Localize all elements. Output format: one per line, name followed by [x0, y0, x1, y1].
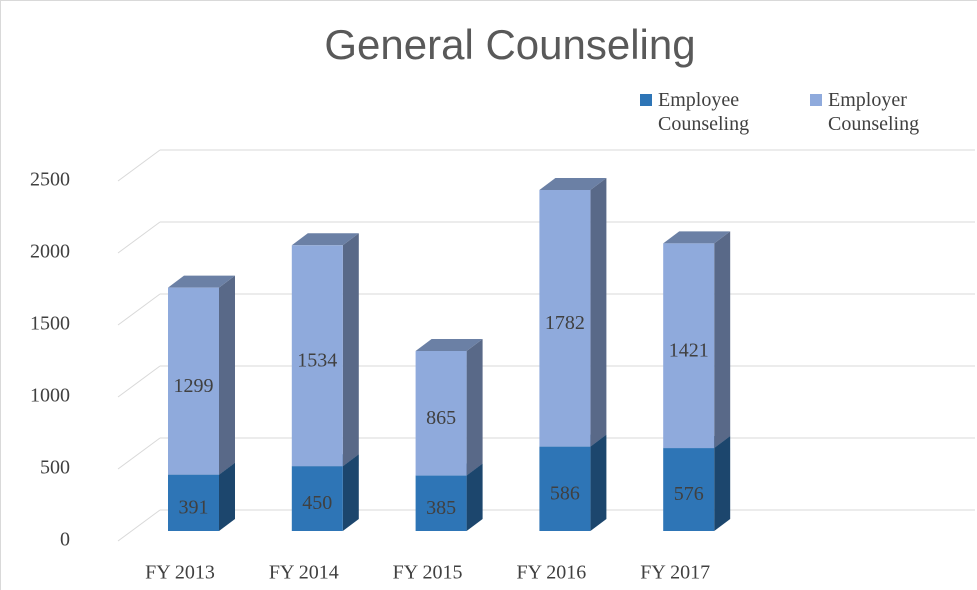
bar-side [466, 463, 483, 531]
bar [168, 287, 219, 475]
bar-top [539, 178, 607, 191]
bar-top [663, 231, 731, 244]
legend: Employee Counseling Employer Counseling [640, 88, 970, 136]
x-tick-label: FY 2015 [393, 562, 463, 584]
data-label: 1534 [297, 349, 337, 371]
bar-side [590, 178, 607, 447]
bar-side [466, 339, 483, 476]
data-label: 1299 [174, 375, 214, 397]
chart-title: General Counseling [324, 21, 695, 68]
legend-label: Employee Counseling [658, 89, 750, 135]
bar [663, 243, 715, 449]
grid-line [117, 149, 161, 182]
y-tick-label: 1000 [30, 385, 70, 407]
bar-side [714, 231, 731, 449]
data-label: 391 [179, 496, 209, 518]
legend-label: Employer Counseling [828, 89, 920, 135]
legend-swatch [810, 94, 822, 106]
legend-item: Employer Counseling [810, 88, 970, 136]
y-tick-label: 500 [40, 457, 70, 479]
bar-side [342, 233, 359, 467]
x-tick-label: FY 2016 [516, 562, 586, 584]
bar-top [291, 233, 359, 246]
y-tick-label: 0 [60, 529, 70, 551]
legend-item: Employee Counseling [640, 88, 800, 136]
bar-side [219, 275, 235, 475]
data-label: 1421 [669, 339, 709, 361]
bar [539, 190, 591, 447]
x-tick-label: FY 2013 [145, 562, 215, 584]
legend-swatch [640, 94, 652, 106]
data-label: 586 [550, 482, 580, 504]
y-tick-label: 1500 [30, 313, 70, 335]
bar [291, 245, 343, 467]
bar-top [168, 275, 235, 288]
bar-side [590, 434, 607, 531]
data-label: 576 [674, 483, 704, 505]
grid-line [117, 365, 161, 398]
grid-line [117, 221, 161, 254]
bar [291, 466, 343, 531]
bar [663, 448, 715, 531]
data-label: 385 [426, 497, 456, 519]
bar-side [219, 462, 235, 531]
data-label: 1782 [545, 312, 585, 334]
y-tick-label: 2500 [30, 169, 70, 191]
bar [539, 446, 591, 531]
bar-top [415, 339, 483, 351]
bar [168, 474, 219, 531]
bar [415, 351, 467, 476]
grid-line [117, 293, 161, 326]
x-tick-label: FY 2017 [640, 562, 710, 584]
grid-line [117, 509, 161, 542]
x-tick-label: FY 2014 [269, 562, 339, 584]
y-tick-label: 2000 [30, 241, 70, 263]
bar-side [714, 436, 731, 531]
grid-line [117, 437, 161, 470]
data-label: 865 [426, 407, 456, 429]
data-label: 450 [302, 492, 332, 514]
bar-side [342, 454, 359, 531]
bar [415, 475, 467, 531]
